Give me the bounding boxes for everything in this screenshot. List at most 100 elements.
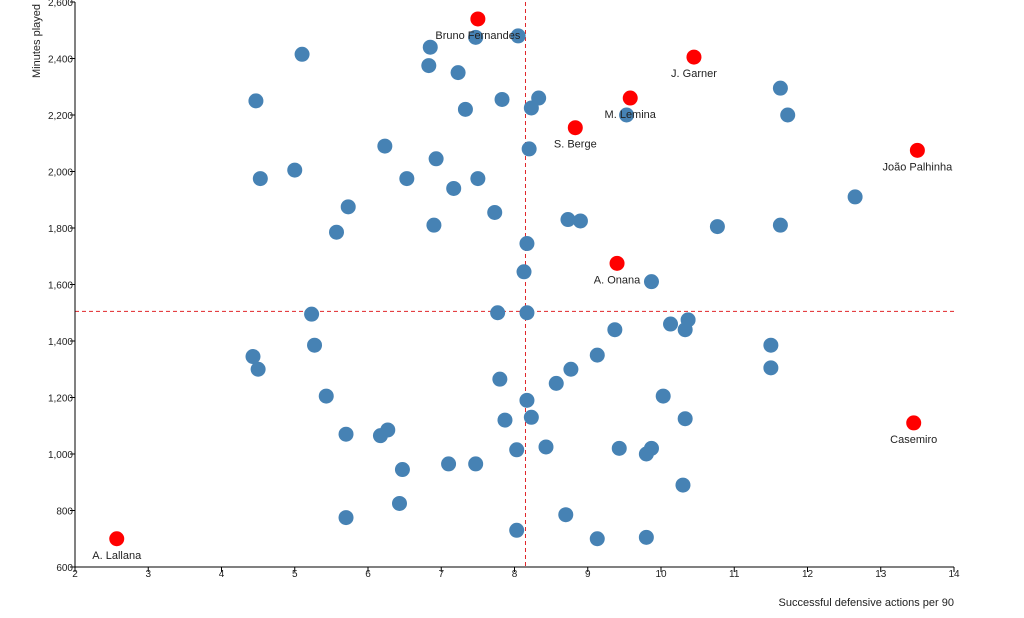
player-point[interactable] — [675, 477, 691, 493]
player-point[interactable] — [421, 58, 437, 74]
player-point[interactable] — [780, 107, 796, 123]
player-point[interactable] — [563, 361, 579, 377]
player-label: Bruno Fernandes — [435, 30, 520, 42]
highlighted-player-point[interactable] — [109, 531, 125, 547]
x-tick-label: 4 — [219, 569, 225, 580]
player-point[interactable] — [619, 107, 635, 123]
player-point[interactable] — [490, 305, 506, 321]
highlighted-player-point[interactable] — [567, 120, 583, 136]
player-point[interactable] — [611, 440, 627, 456]
player-point[interactable] — [450, 65, 466, 81]
player-point[interactable] — [607, 322, 623, 338]
player-point[interactable] — [677, 322, 693, 338]
player-point[interactable] — [318, 388, 334, 404]
player-point[interactable] — [399, 171, 415, 187]
player-point[interactable] — [763, 360, 779, 376]
player-point[interactable] — [287, 162, 303, 178]
player-point[interactable] — [248, 93, 264, 109]
highlighted-player-point[interactable] — [609, 255, 625, 271]
player-point[interactable] — [519, 236, 535, 252]
player-point[interactable] — [426, 217, 442, 233]
player-point[interactable] — [663, 316, 679, 332]
player-point[interactable] — [509, 522, 525, 538]
player-point[interactable] — [509, 442, 525, 458]
player-point[interactable] — [519, 392, 535, 408]
y-tick-label: 2,000 — [48, 168, 73, 179]
player-label: Casemiro — [890, 434, 937, 446]
player-label: A. Onana — [594, 274, 641, 286]
player-point[interactable] — [338, 510, 354, 526]
player-point[interactable] — [643, 274, 659, 290]
player-point[interactable] — [772, 80, 788, 96]
player-point[interactable] — [523, 100, 539, 116]
player-point[interactable] — [307, 337, 323, 353]
player-point[interactable] — [558, 507, 574, 523]
player-point[interactable] — [446, 180, 462, 196]
y-axis-title: Minutes played — [31, 4, 43, 78]
player-point[interactable] — [329, 224, 345, 240]
player-point[interactable] — [560, 212, 576, 228]
player-point[interactable] — [519, 305, 535, 321]
player-point[interactable] — [441, 456, 457, 472]
highlighted-player-point[interactable] — [622, 90, 638, 106]
axes: 2 3 4 5 6 7 8 9 10 11 12 13 14 600 800 1,000 1,200 1,400… — [31, 0, 960, 609]
player-labels-layer: Bruno Fernandes J. Garner M. Lemina S. Berg… — [92, 30, 953, 562]
player-point[interactable] — [589, 347, 605, 363]
player-point[interactable] — [510, 28, 526, 44]
player-point[interactable] — [468, 29, 484, 45]
highlighted-player-point[interactable] — [686, 49, 702, 65]
player-point[interactable] — [252, 171, 268, 187]
player-point[interactable] — [638, 529, 654, 545]
y-tick-label: 600 — [56, 563, 73, 574]
player-label: João Palhinha — [883, 161, 954, 173]
player-point[interactable] — [497, 412, 513, 428]
highlighted-player-point[interactable] — [470, 11, 486, 27]
player-point[interactable] — [589, 531, 605, 547]
player-point[interactable] — [655, 388, 671, 404]
y-tick-label: 800 — [56, 507, 73, 518]
player-point[interactable] — [470, 171, 486, 187]
player-point[interactable] — [548, 375, 564, 391]
x-tick-label: 9 — [585, 569, 591, 580]
player-label: J. Garner — [671, 68, 717, 80]
player-point[interactable] — [763, 337, 779, 353]
player-point[interactable] — [394, 462, 410, 478]
player-point[interactable] — [338, 426, 354, 442]
player-point[interactable] — [523, 409, 539, 425]
player-point[interactable] — [457, 101, 473, 117]
player-point[interactable] — [494, 91, 510, 107]
player-point[interactable] — [677, 411, 693, 427]
x-tick-label: 5 — [292, 569, 298, 580]
player-point[interactable] — [304, 306, 320, 322]
x-tick-label: 3 — [145, 569, 151, 580]
player-label: M. Lemina — [605, 109, 657, 121]
player-point[interactable] — [372, 428, 388, 444]
player-point[interactable] — [772, 217, 788, 233]
player-point[interactable] — [250, 361, 266, 377]
player-point[interactable] — [847, 189, 863, 205]
y-tick-label: 1,000 — [48, 450, 73, 461]
player-point[interactable] — [538, 439, 554, 455]
highlighted-player-point[interactable] — [906, 415, 922, 431]
player-point[interactable] — [294, 46, 310, 62]
player-point[interactable] — [468, 456, 484, 472]
player-point[interactable] — [377, 138, 393, 154]
player-point[interactable] — [391, 495, 407, 511]
player-point[interactable] — [521, 141, 537, 157]
other-players-layer — [245, 28, 863, 547]
highlighted-player-point[interactable] — [909, 142, 925, 158]
x-tick-label: 13 — [875, 569, 887, 580]
x-tick-label: 2 — [72, 569, 78, 580]
player-point[interactable] — [492, 371, 508, 387]
player-point[interactable] — [245, 349, 261, 365]
player-label: A. Lallana — [92, 550, 142, 562]
player-point[interactable] — [422, 39, 438, 55]
player-point[interactable] — [638, 446, 654, 462]
player-point[interactable] — [428, 151, 444, 167]
player-point[interactable] — [572, 213, 588, 229]
player-point[interactable] — [340, 199, 356, 215]
player-point[interactable] — [487, 204, 503, 220]
player-point[interactable] — [709, 219, 725, 235]
player-label: S. Berge — [554, 139, 597, 151]
player-point[interactable] — [516, 264, 532, 280]
